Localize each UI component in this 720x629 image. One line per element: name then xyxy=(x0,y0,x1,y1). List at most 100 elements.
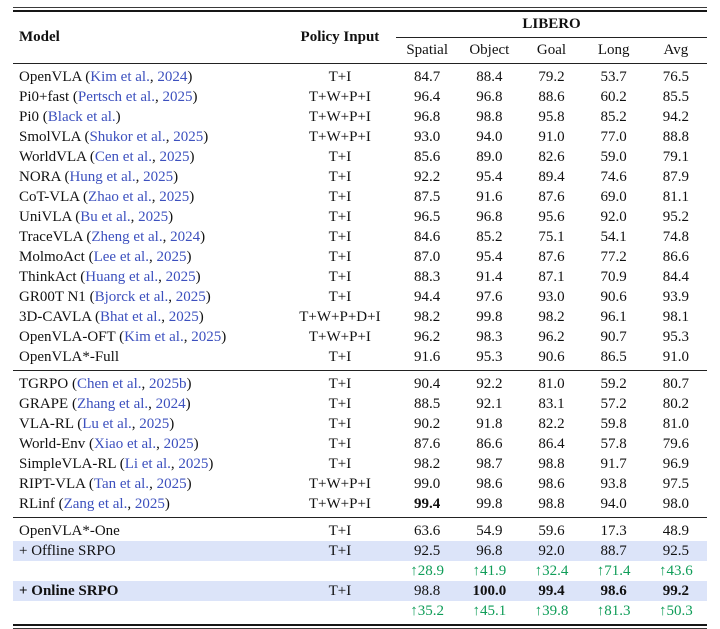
citation-link[interactable]: Kim et al. xyxy=(124,328,184,345)
citation-link[interactable]: Xiao et al. xyxy=(94,435,157,452)
column-header-long: Long xyxy=(597,42,630,58)
score-cell: 84.7 xyxy=(414,68,441,85)
score-cell: 98.0 xyxy=(662,495,689,512)
score-cell: 77.2 xyxy=(600,248,627,265)
citation-year-link[interactable]: 2025 xyxy=(159,188,190,205)
citation-link[interactable]: Shukor et al. xyxy=(89,128,166,145)
citation-link[interactable]: Zang et al. xyxy=(63,495,128,512)
model-name: OpenVLA xyxy=(19,68,82,85)
citation-link[interactable]: Bu et al. xyxy=(80,208,131,225)
score-cell: 93.0 xyxy=(538,288,565,305)
score-cell: 17.3 xyxy=(600,522,627,539)
citation-year-link[interactable]: 2024 xyxy=(155,395,186,412)
score-cell: 69.0 xyxy=(600,188,627,205)
citation-year-link[interactable]: 2025b xyxy=(149,375,187,392)
policy-input-cell: T+I xyxy=(328,415,352,432)
score-cell: 90.4 xyxy=(414,375,441,392)
score-cell: 99.0 xyxy=(414,475,441,492)
citation-year-link[interactable]: 2025 xyxy=(143,168,174,185)
citation-year-link[interactable]: 2025 xyxy=(165,268,196,285)
column-group-libero: LIBERO xyxy=(396,12,707,38)
citation-year-link[interactable]: 2025 xyxy=(134,495,165,512)
citation-link[interactable]: Zhang et al. xyxy=(76,395,149,412)
citation-year-link[interactable]: 2025 xyxy=(163,435,194,452)
improvement-cell: ↑45.1 xyxy=(472,602,507,619)
improvement-cell: ↑28.9 xyxy=(410,562,445,579)
citation-year-link[interactable]: 2025 xyxy=(156,475,187,492)
citation-year-link[interactable]: 2025 xyxy=(175,288,206,305)
citation-link[interactable]: Huang et al. xyxy=(85,268,159,285)
libero-results-table: Model Policy Input LIBERO Spatial Object… xyxy=(13,12,707,624)
score-cell: 85.6 xyxy=(414,148,441,165)
model-name: GR00T N1 xyxy=(19,288,86,305)
citation-year-link[interactable]: 2025 xyxy=(168,308,199,325)
citation-link[interactable]: Tan et al. xyxy=(93,475,150,492)
score-cell: 91.8 xyxy=(476,415,503,432)
citation-year-link[interactable]: 2024 xyxy=(157,68,188,85)
citation-link[interactable]: Zhao et al. xyxy=(88,188,152,205)
citation-link[interactable]: Lu et al. xyxy=(82,415,132,432)
score-cell: 87.1 xyxy=(538,268,565,285)
citation-year-link[interactable]: 2025 xyxy=(162,88,193,105)
score-cell: 87.6 xyxy=(538,248,565,265)
score-cell: 79.1 xyxy=(662,148,689,165)
citation-link[interactable]: Cen et al. xyxy=(94,148,152,165)
table-row: NORA (Hung et al., 2025) T+I 92.2 95.4 89.4 7… xyxy=(13,167,707,187)
model-name: 3D-CAVLA xyxy=(19,308,92,325)
score-cell: 85.5 xyxy=(662,88,689,105)
citation-link[interactable]: Hung et al. xyxy=(69,168,136,185)
table-row: GRAPE (Zhang et al., 2024) T+I 88.5 92.1 83.… xyxy=(13,394,707,414)
citation-link[interactable]: Black et al. xyxy=(47,108,116,125)
score-cell: 90.2 xyxy=(414,415,441,432)
citation-year-link[interactable]: 2025 xyxy=(138,208,169,225)
model-cell: OpenVLA-OFT (Kim et al., 2025) xyxy=(19,328,227,345)
citation-link[interactable]: Kim et al. xyxy=(90,68,150,85)
citation-link[interactable]: Bhat et al. xyxy=(99,308,162,325)
bottom-rule xyxy=(13,624,707,629)
model-cell: SimpleVLA-RL (Li et al., 2025) xyxy=(19,455,214,472)
table-row: + Online SRPO T+I 98.8 100.0 99.4 98.6 99.2 xyxy=(13,581,707,601)
citation-year-link[interactable]: 2025 xyxy=(191,328,222,345)
citation-link[interactable]: Zheng et al. xyxy=(91,228,163,245)
citation-year-link[interactable]: 2025 xyxy=(173,128,204,145)
model-cell: 3D-CAVLA (Bhat et al., 2025) xyxy=(19,308,204,325)
model-cell: TGRPO (Chen et al., 2025b) xyxy=(19,375,192,392)
citation-link[interactable]: Chen et al. xyxy=(76,375,142,392)
score-cell: 84.4 xyxy=(662,268,689,285)
score-cell: 48.9 xyxy=(662,522,689,539)
score-cell: 98.8 xyxy=(414,582,441,599)
model-cell: GRAPE (Zhang et al., 2024) xyxy=(19,395,191,412)
score-cell: 91.6 xyxy=(476,188,503,205)
model-name: OpenVLA*-Full xyxy=(19,348,119,365)
citation-link[interactable]: Bjorck et al. xyxy=(94,288,169,305)
citation-link[interactable]: Lee et al. xyxy=(93,248,149,265)
model-name: SimpleVLA-RL xyxy=(19,455,116,472)
score-cell: 74.8 xyxy=(662,228,689,245)
citation-year-link[interactable]: 2025 xyxy=(139,415,170,432)
score-cell: 98.2 xyxy=(538,308,565,325)
score-cell: 92.2 xyxy=(414,168,441,185)
score-cell: 60.2 xyxy=(600,88,627,105)
score-cell: 86.5 xyxy=(600,348,627,365)
score-cell: 92.2 xyxy=(476,375,503,392)
citation-link[interactable]: Pertsch et al. xyxy=(77,88,155,105)
score-cell: 94.0 xyxy=(600,495,627,512)
score-cell: 96.5 xyxy=(414,208,441,225)
policy-input-cell: T+W+P+I xyxy=(308,328,371,345)
citation-year-link[interactable]: 2025 xyxy=(178,455,209,472)
citation-year-link[interactable]: 2025 xyxy=(156,248,187,265)
citation-link[interactable]: Li et al. xyxy=(124,455,171,472)
improvement-cell: ↑35.2 xyxy=(410,602,445,619)
table-row: VLA-RL (Lu et al., 2025) T+I 90.2 91.8 82.2 5… xyxy=(13,414,707,434)
model-cell: CoT-VLA (Zhao et al., 2025) xyxy=(19,188,195,205)
improvement-cell: ↑41.9 xyxy=(472,562,507,579)
citation-year-link[interactable]: 2024 xyxy=(170,228,201,245)
score-cell: 81.0 xyxy=(538,375,565,392)
table-row: RLinf (Zang et al., 2025) T+W+P+I 99.4 99.8… xyxy=(13,494,707,518)
score-cell: 99.2 xyxy=(662,582,689,599)
model-cell: Pi0+fast (Pertsch et al., 2025) xyxy=(19,88,198,105)
score-cell: 89.0 xyxy=(476,148,503,165)
citation-year-link[interactable]: 2025 xyxy=(159,148,190,165)
model-name: NORA xyxy=(19,168,61,185)
score-cell: 90.6 xyxy=(600,288,627,305)
